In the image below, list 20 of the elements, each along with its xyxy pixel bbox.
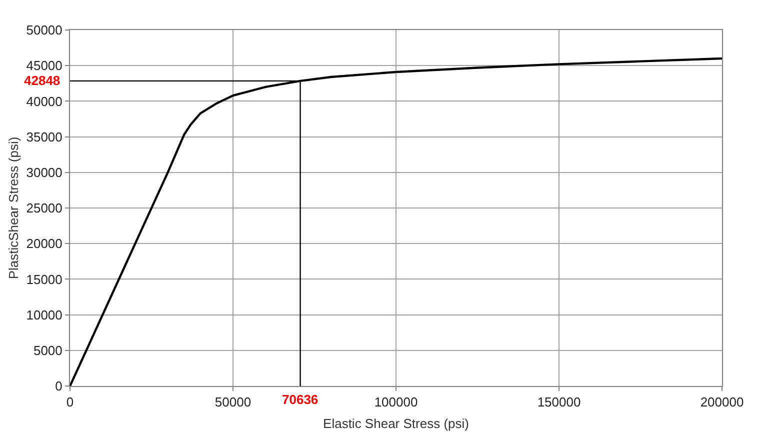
y-tick-label: 0 (55, 378, 62, 394)
y-tick-label: 10000 (26, 307, 62, 322)
x-tick-label: 200000 (700, 394, 744, 410)
ref-line-label: 70636 (282, 392, 318, 407)
x-axis-title: Elastic Shear Stress (psi) (323, 416, 469, 432)
x-tick-label: 50000 (214, 394, 252, 410)
y-tick-label: 30000 (26, 164, 62, 180)
y-tick-label: 45000 (26, 58, 62, 74)
y-tick-label: 40000 (26, 94, 62, 109)
y-tick-label: 50000 (26, 22, 62, 38)
y-tick-label: 5000 (33, 342, 62, 358)
ref-line-label: 42848 (24, 73, 60, 88)
y-tick-label: 35000 (26, 129, 62, 144)
x-tick-label: 100000 (374, 394, 418, 410)
y-tick-label: 20000 (26, 236, 62, 252)
x-tick-label: 150000 (537, 394, 581, 410)
y-tick-label: 25000 (26, 200, 62, 216)
y-tick-label: 15000 (26, 272, 62, 287)
y-axis-title: PlasticShear Stress (psi) (6, 136, 22, 280)
x-tick-label: 0 (66, 394, 74, 410)
